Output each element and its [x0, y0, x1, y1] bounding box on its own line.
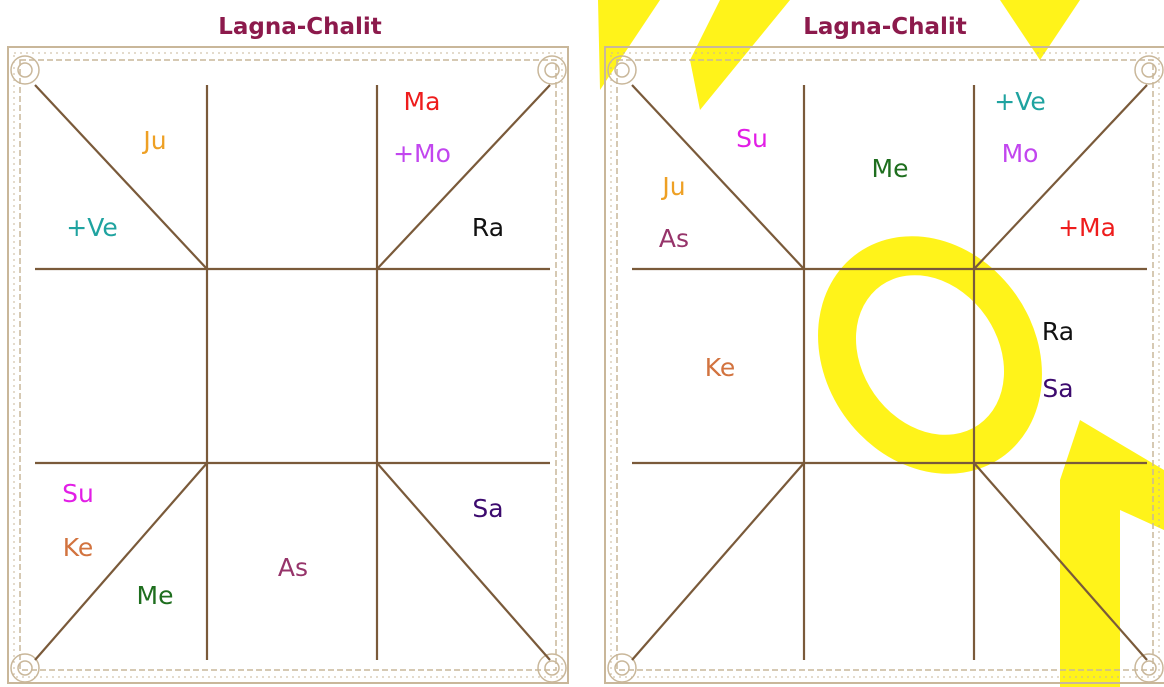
planet-label: Ma	[404, 87, 441, 116]
planet-label: Ra	[1042, 317, 1074, 346]
corner-ornament	[1142, 661, 1156, 675]
planet-label: Ra	[472, 213, 504, 242]
grid-line	[35, 463, 207, 660]
planet-label: Mo	[1002, 139, 1039, 168]
planet-label: +Ve	[66, 213, 118, 242]
chart-panel: Lagna-Chalit Ju +Ve Ma +Mo Ra Su Ke Me As Sa	[8, 14, 568, 683]
corner-ornament	[538, 654, 566, 682]
planet-label: Sa	[1042, 374, 1073, 403]
corner-ornament	[545, 63, 559, 77]
planet-label: Ju	[660, 172, 685, 201]
planet-label: Su	[62, 479, 94, 508]
corner-ornament	[1135, 654, 1163, 682]
planet-label: Su	[736, 124, 768, 153]
corner-ornament	[545, 661, 559, 675]
corner-ornament	[1142, 63, 1156, 77]
grid-line	[377, 463, 550, 660]
frame-outer	[8, 47, 568, 683]
chart-title: Lagna-Chalit	[803, 14, 967, 40]
planet-label: As	[278, 553, 308, 582]
planet-label: +Ve	[994, 87, 1046, 116]
planet-label: +Ma	[1058, 213, 1116, 242]
planet-label: Me	[137, 581, 174, 610]
corner-ornament	[608, 654, 636, 682]
grid-line	[35, 85, 207, 269]
planet-label: +Mo	[393, 139, 451, 168]
planet-label: Me	[872, 154, 909, 183]
grid-line	[632, 463, 804, 660]
planet-label: Ke	[705, 353, 736, 382]
planet-label: Sa	[472, 494, 503, 523]
corner-ornament	[11, 654, 39, 682]
planet-label: Ju	[141, 126, 166, 155]
grid-line	[632, 85, 804, 269]
chart-title: Lagna-Chalit	[218, 14, 382, 40]
planet-label: Ke	[63, 533, 94, 562]
planet-label: As	[659, 224, 689, 253]
frame-mid	[14, 53, 562, 677]
page: Lagna-ChalitJu+VeMa+MoRaSuKeMeAsSaLagna-…	[0, 0, 1164, 687]
